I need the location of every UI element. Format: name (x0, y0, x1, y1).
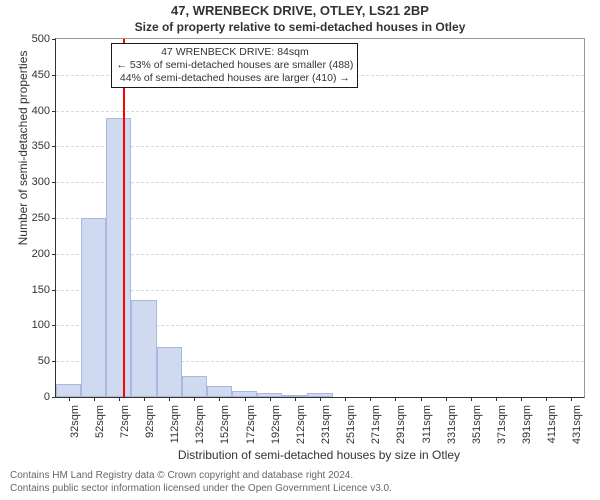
annotation-box: 47 WRENBECK DRIVE: 84sqm← 53% of semi-de… (111, 43, 358, 88)
annotation-line: 47 WRENBECK DRIVE: 84sqm (116, 46, 353, 59)
y-tick-mark (52, 254, 56, 255)
histogram-bar (207, 386, 232, 397)
gridline (56, 290, 584, 291)
x-tick-label: 251sqm (345, 399, 357, 455)
y-tick-label: 50 (38, 355, 50, 367)
y-tick-label: 250 (32, 212, 50, 224)
footer-line-2: Contains public sector information licen… (10, 483, 392, 496)
x-tick-label: 92sqm (144, 399, 156, 455)
x-tick-label: 112sqm (169, 399, 181, 455)
y-tick-label: 400 (32, 105, 50, 117)
y-tick-mark (52, 75, 56, 76)
y-tick-mark (52, 39, 56, 40)
gridline (56, 111, 584, 112)
x-tick-label: 132sqm (194, 399, 206, 455)
y-tick-label: 300 (32, 176, 50, 188)
x-tick-label: 391sqm (521, 399, 533, 455)
annotation-line: ← 53% of semi-detached houses are smalle… (116, 59, 353, 72)
x-tick-label: 371sqm (496, 399, 508, 455)
y-tick-mark (52, 325, 56, 326)
x-tick-label: 331sqm (446, 399, 458, 455)
annotation-line: 44% of semi-detached houses are larger (… (116, 72, 353, 85)
y-tick-mark (52, 111, 56, 112)
attribution-footer: Contains HM Land Registry data © Crown c… (10, 470, 392, 495)
y-tick-mark (52, 218, 56, 219)
x-tick-label: 311sqm (421, 399, 433, 455)
histogram-bar (131, 300, 156, 397)
reference-line (123, 39, 125, 397)
x-tick-label: 411sqm (546, 399, 558, 455)
gridline (56, 218, 584, 219)
x-tick-label: 291sqm (395, 399, 407, 455)
page-title: 47, WRENBECK DRIVE, OTLEY, LS21 2BP (0, 3, 600, 18)
x-tick-label: 32sqm (69, 399, 81, 455)
y-tick-label: 150 (32, 284, 50, 296)
x-axis-label: Distribution of semi-detached houses by … (55, 448, 583, 462)
gridline (56, 146, 584, 147)
y-tick-label: 0 (44, 391, 50, 403)
x-tick-label: 72sqm (119, 399, 131, 455)
y-tick-mark (52, 182, 56, 183)
histogram-bar (157, 347, 182, 397)
histogram-bar (106, 118, 131, 397)
x-tick-label: 52sqm (94, 399, 106, 455)
histogram-bar (81, 218, 106, 397)
footer-line-1: Contains HM Land Registry data © Crown c… (10, 470, 392, 483)
x-tick-label: 152sqm (219, 399, 231, 455)
x-tick-label: 231sqm (320, 399, 332, 455)
x-tick-label: 431sqm (571, 399, 583, 455)
x-tick-label: 212sqm (295, 399, 307, 455)
y-axis-label: Number of semi-detached properties (16, 0, 30, 327)
y-tick-label: 100 (32, 319, 50, 331)
y-tick-mark (52, 361, 56, 362)
histogram-bar (182, 376, 207, 397)
x-tick-label: 192sqm (270, 399, 282, 455)
x-tick-label: 271sqm (370, 399, 382, 455)
y-tick-label: 350 (32, 140, 50, 152)
y-tick-label: 450 (32, 69, 50, 81)
x-tick-label: 172sqm (245, 399, 257, 455)
page-subtitle: Size of property relative to semi-detach… (0, 20, 600, 34)
histogram-bar (56, 384, 81, 397)
gridline (56, 254, 584, 255)
y-tick-mark (52, 146, 56, 147)
y-tick-label: 500 (32, 33, 50, 45)
chart-area: 05010015020025030035040045050032sqm52sqm… (55, 38, 585, 398)
y-tick-mark (52, 290, 56, 291)
gridline (56, 182, 584, 183)
x-tick-label: 351sqm (471, 399, 483, 455)
y-tick-label: 200 (32, 248, 50, 260)
y-tick-mark (52, 397, 56, 398)
